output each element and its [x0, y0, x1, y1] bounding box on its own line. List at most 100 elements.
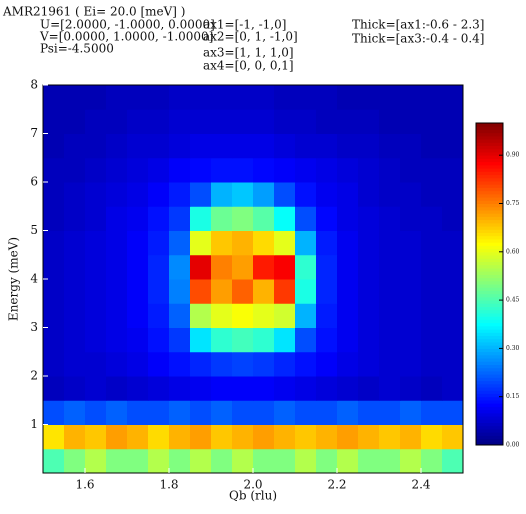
heatmap-cell [43, 303, 65, 328]
heatmap-cell [211, 109, 233, 134]
heatmap-cell [442, 448, 464, 474]
heatmap-cell [421, 303, 443, 328]
heatmap-cell [295, 133, 317, 159]
heatmap-cell [148, 157, 170, 183]
heatmap-cell [400, 351, 422, 377]
heatmap-cell [337, 206, 359, 231]
colorbar-segment [476, 174, 503, 179]
heatmap-cell [43, 424, 65, 450]
colorbar-segment [476, 296, 503, 301]
heatmap-cell [127, 303, 149, 328]
colorbar-segment [476, 383, 503, 388]
heatmap-cell [421, 400, 443, 425]
heatmap-cell [274, 254, 296, 280]
colorbar-segment [476, 232, 503, 237]
y-tick-label: 3 [30, 320, 38, 334]
colorbar-segment [476, 145, 503, 150]
header-text: Psi=-4.5000 [40, 42, 114, 56]
heatmap-cell [421, 376, 443, 401]
heatmap-cell [442, 303, 464, 328]
x-tick-label: 2.4 [411, 478, 430, 492]
heatmap-cell [274, 424, 296, 450]
heatmap-cell [316, 424, 338, 450]
header-text: Thick=[ax3:-0.4 - 0.4] [352, 32, 485, 46]
heatmap-cell [85, 133, 107, 159]
heatmap-cell [211, 376, 233, 401]
heatmap-cell [169, 279, 191, 304]
heatmap-cell [316, 376, 338, 401]
colorbar-segment [476, 441, 503, 446]
heatmap-cell [295, 424, 317, 450]
colorbar-segment [476, 264, 503, 269]
heatmap-cell [190, 206, 212, 231]
colorbar-segment [476, 238, 503, 243]
colorbar-segment [476, 222, 503, 227]
heatmap-cell [211, 254, 233, 280]
heatmap-cell [379, 424, 401, 450]
heatmap-cell [316, 327, 338, 353]
heatmap-cell [442, 327, 464, 353]
colorbar-segment [476, 177, 503, 182]
x-tick-label: 1.8 [159, 478, 178, 492]
heatmap-cell [337, 448, 359, 474]
heatmap-cell [379, 376, 401, 401]
heatmap-cell [232, 109, 254, 134]
heatmap-cell [358, 303, 380, 328]
heatmap-cell [295, 351, 317, 377]
heatmap-cell [316, 351, 338, 377]
colorbar-segment [476, 409, 503, 414]
heatmap-cell [211, 133, 233, 159]
heatmap-cell [316, 206, 338, 231]
heatmap-cell [148, 327, 170, 353]
colorbar-segment [476, 209, 503, 214]
heatmap-cell [127, 230, 149, 256]
heatmap-cell [358, 182, 380, 207]
heatmap-cell [400, 303, 422, 328]
colorbar-segment [476, 428, 503, 433]
colorbar-segment [476, 338, 503, 343]
colorbar-segment [476, 271, 503, 275]
heatmap-cell [400, 133, 422, 159]
heatmap-cell [295, 230, 317, 256]
heatmap-cell [421, 85, 443, 110]
colorbar-segment [476, 261, 503, 266]
header-text: ax1=[-1, -1,0] [203, 18, 286, 32]
heatmap-cell [295, 279, 317, 304]
heatmap-cell [148, 303, 170, 328]
heatmap-cell [274, 279, 296, 304]
y-tick-label: 7 [30, 126, 38, 140]
heatmap-cell [232, 303, 254, 328]
heatmap-cell [442, 157, 464, 183]
heatmap-cell [442, 206, 464, 231]
heatmap-cell [106, 327, 128, 353]
heatmap-cell [421, 448, 443, 474]
heatmap-cell [85, 157, 107, 183]
heatmap-cell [442, 279, 464, 304]
heatmap-cell [43, 448, 65, 474]
colorbar-segment [476, 251, 503, 256]
colorbar-segment [476, 396, 503, 401]
heatmap-cell [274, 351, 296, 377]
heatmap-cell [148, 182, 170, 207]
heatmap-cell [148, 230, 170, 256]
heatmap-cell [127, 85, 149, 110]
heatmap-cell [337, 182, 359, 207]
heatmap-cell [106, 157, 128, 183]
heatmap-cell [421, 157, 443, 183]
heatmap-cell [379, 351, 401, 377]
heatmap-cell [85, 279, 107, 304]
heatmap-cell [337, 303, 359, 328]
heatmap-cell [400, 206, 422, 231]
x-tick-label: 2.0 [243, 478, 262, 492]
heatmap-cell [169, 157, 191, 183]
heatmap-cell [211, 400, 233, 425]
heatmap-cell [400, 182, 422, 207]
colorbar-tick-label: 0.90 [506, 152, 520, 159]
heatmap-cell [316, 279, 338, 304]
heatmap-cell [337, 230, 359, 256]
colorbar-segment [476, 390, 503, 394]
heatmap-cell [358, 157, 380, 183]
heatmap-cell [169, 327, 191, 353]
heatmap-cell [211, 424, 233, 450]
heatmap-cell [253, 376, 275, 401]
